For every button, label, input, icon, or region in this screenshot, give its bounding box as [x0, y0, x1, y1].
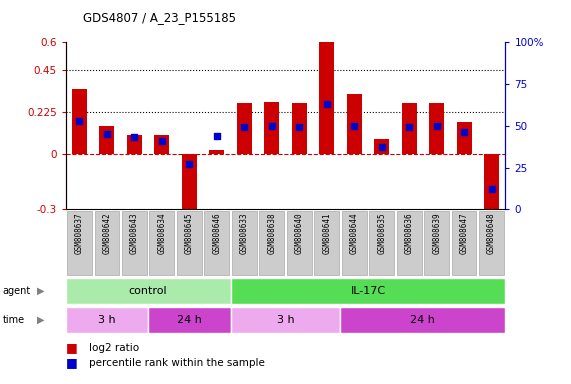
Text: 3 h: 3 h [277, 314, 294, 325]
Point [322, 101, 331, 107]
Text: 3 h: 3 h [98, 314, 116, 325]
Text: GSM808639: GSM808639 [432, 212, 441, 253]
Text: GSM808647: GSM808647 [460, 212, 469, 253]
Text: GSM808637: GSM808637 [75, 212, 84, 253]
Bar [209, 150, 224, 154]
Bar [342, 210, 367, 275]
Bar [374, 139, 389, 154]
Bar [72, 89, 87, 154]
Point [130, 134, 139, 141]
Bar [154, 135, 170, 154]
Point [157, 138, 166, 144]
Text: GSM808642: GSM808642 [102, 212, 111, 253]
Text: GSM808646: GSM808646 [212, 212, 222, 253]
Bar [457, 122, 472, 154]
Point [405, 124, 414, 131]
Bar [66, 278, 231, 304]
Bar [122, 210, 147, 275]
Text: GSM808635: GSM808635 [377, 212, 386, 253]
Bar [127, 135, 142, 154]
Text: ▶: ▶ [37, 314, 45, 325]
Text: GSM808638: GSM808638 [267, 212, 276, 253]
Point [349, 123, 359, 129]
Text: control: control [129, 286, 167, 296]
Bar [479, 210, 504, 275]
Bar [231, 278, 505, 304]
Bar [452, 210, 476, 275]
Bar [401, 103, 417, 154]
Text: GSM808633: GSM808633 [240, 212, 249, 253]
Point [295, 124, 304, 131]
Text: ▶: ▶ [37, 286, 45, 296]
Bar [150, 210, 174, 275]
Text: GSM808648: GSM808648 [487, 212, 496, 253]
Point [102, 131, 111, 137]
Bar [340, 307, 505, 333]
Bar [67, 210, 92, 275]
Bar [369, 210, 394, 275]
Text: GDS4807 / A_23_P155185: GDS4807 / A_23_P155185 [83, 12, 236, 25]
Bar [429, 103, 444, 154]
Text: time: time [3, 314, 25, 325]
Text: log2 ratio: log2 ratio [89, 343, 139, 353]
Point [75, 118, 84, 124]
Bar [231, 307, 340, 333]
Bar [259, 210, 284, 275]
Bar [237, 103, 252, 154]
Bar [292, 103, 307, 154]
Text: 24 h: 24 h [411, 314, 435, 325]
Bar [484, 154, 499, 215]
Bar [66, 307, 148, 333]
Bar [287, 210, 312, 275]
Bar [148, 307, 231, 333]
Point [432, 123, 441, 129]
Bar [177, 210, 202, 275]
Point [212, 133, 222, 139]
Point [377, 144, 386, 151]
Text: GSM808641: GSM808641 [322, 212, 331, 253]
Bar [232, 210, 256, 275]
Point [185, 161, 194, 167]
Bar [319, 42, 334, 154]
Bar [182, 154, 197, 224]
Text: ■: ■ [66, 356, 78, 369]
Bar [424, 210, 449, 275]
Text: GSM808640: GSM808640 [295, 212, 304, 253]
Text: GSM808643: GSM808643 [130, 212, 139, 253]
Text: GSM808644: GSM808644 [349, 212, 359, 253]
Text: GSM808636: GSM808636 [405, 212, 413, 253]
Text: percentile rank within the sample: percentile rank within the sample [89, 358, 264, 368]
Text: 24 h: 24 h [177, 314, 202, 325]
Bar [315, 210, 339, 275]
Point [267, 123, 276, 129]
Text: GSM808645: GSM808645 [185, 212, 194, 253]
Bar [204, 210, 229, 275]
Bar [95, 210, 119, 275]
Point [487, 186, 496, 192]
Point [240, 124, 249, 131]
Text: agent: agent [3, 286, 31, 296]
Bar [99, 126, 114, 154]
Bar [347, 94, 362, 154]
Text: IL-17C: IL-17C [351, 286, 385, 296]
Text: GSM808634: GSM808634 [158, 212, 166, 253]
Bar [397, 210, 421, 275]
Text: ■: ■ [66, 341, 78, 354]
Point [460, 129, 469, 136]
Bar [264, 102, 279, 154]
